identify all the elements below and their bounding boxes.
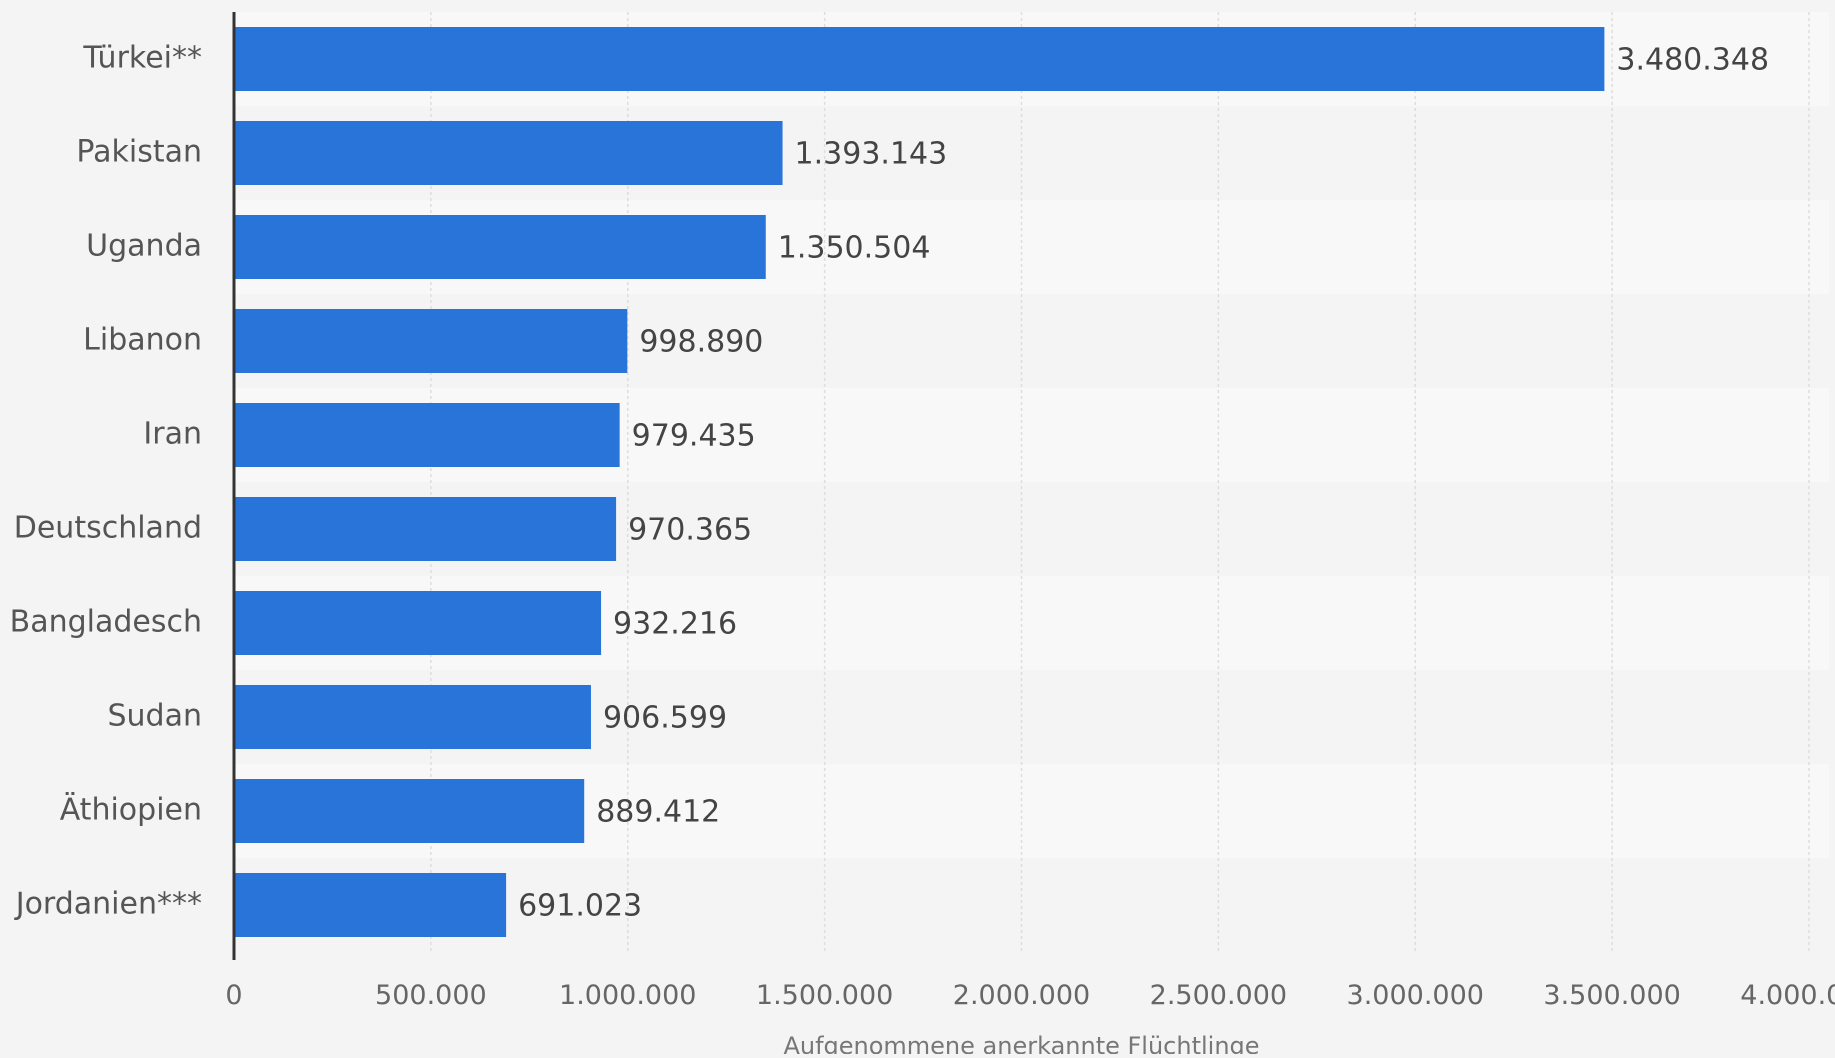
x-tick-label: 1.000.000: [559, 980, 696, 1011]
category-label: Sudan: [108, 699, 203, 734]
category-labels: Türkei** Pakistan Uganda Libanon Iran Deutsch…: [10, 41, 202, 922]
category-label: Türkei**: [82, 41, 202, 76]
x-tick-labels: 0 500.000 1.000.000 1.500.000 2.000.000 2.500…: [225, 980, 1835, 1011]
category-label: Jordanien***: [14, 887, 202, 922]
bar[interactable]: [234, 685, 591, 749]
category-label: Iran: [143, 417, 202, 452]
x-axis-title: Aufgenommene anerkannte Flüchtlinge: [783, 1032, 1259, 1054]
bar[interactable]: [234, 403, 620, 467]
bar[interactable]: [234, 497, 617, 561]
category-label: Uganda: [86, 229, 202, 264]
value-label: 889.412: [596, 795, 720, 830]
x-tick-label: 4.000.000: [1740, 980, 1835, 1011]
value-labels: 3.480.348 1.393.143 1.350.504 998.890 979.43…: [518, 43, 1769, 924]
value-label: 906.599: [603, 701, 727, 736]
category-label: Libanon: [83, 323, 202, 358]
category-label: Bangladesch: [10, 605, 202, 640]
value-label: 932.216: [613, 607, 737, 642]
bar[interactable]: [234, 215, 766, 279]
x-tick-label: 3.000.000: [1347, 980, 1484, 1011]
bar[interactable]: [234, 779, 585, 843]
x-tick-label: 2.000.000: [953, 980, 1090, 1011]
bars: [234, 27, 1605, 937]
value-label: 979.435: [632, 419, 756, 454]
x-tick-label: 1.500.000: [756, 980, 893, 1011]
x-tick-label: 3.500.000: [1543, 980, 1680, 1011]
category-label: Deutschland: [14, 511, 202, 546]
bar[interactable]: [234, 591, 602, 655]
category-label: Pakistan: [76, 135, 202, 170]
bar[interactable]: [234, 27, 1605, 91]
bar[interactable]: [234, 121, 783, 185]
x-tick-label: 0: [225, 980, 242, 1011]
x-tick-label: 2.500.000: [1150, 980, 1287, 1011]
value-label: 998.890: [639, 325, 763, 360]
value-label: 970.365: [628, 513, 752, 548]
value-label: 1.350.504: [778, 231, 931, 266]
value-label: 3.480.348: [1616, 43, 1769, 78]
x-tick-label: 500.000: [375, 980, 487, 1011]
category-label: Äthiopien: [60, 792, 202, 828]
bar[interactable]: [234, 309, 628, 373]
value-label: 1.393.143: [795, 137, 948, 172]
bar[interactable]: [234, 873, 507, 937]
value-label: 691.023: [518, 889, 642, 924]
